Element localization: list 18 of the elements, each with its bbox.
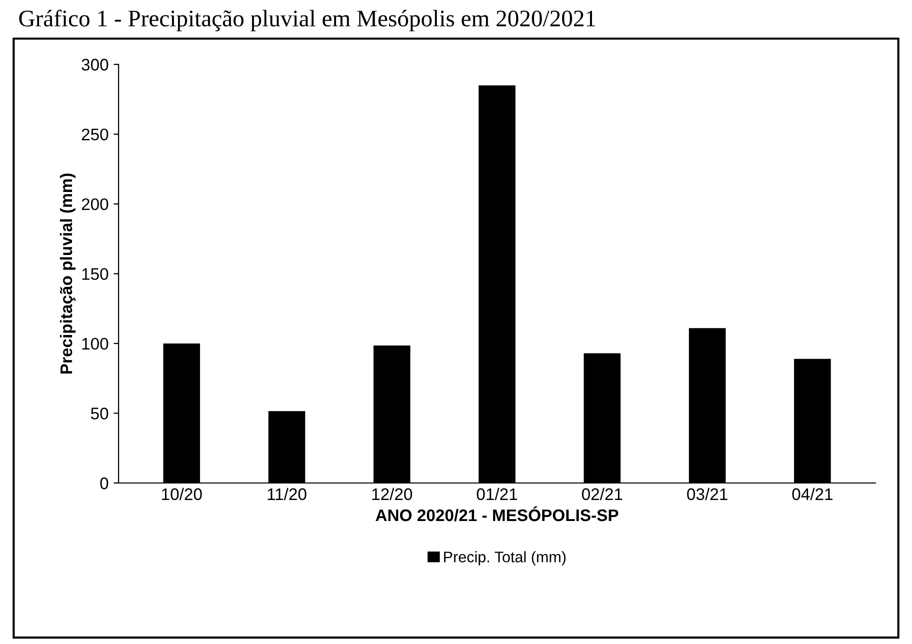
y-tick-label: 50: [90, 408, 108, 420]
chart-title: Gráfico 1 - Precipitação pluvial em Mesópolis em 2020/2021: [19, 10, 596, 32]
legend-label: Precip. Total (mm): [444, 551, 566, 566]
x-tick-label: 01/21: [476, 488, 518, 500]
y-tick-label: 0: [100, 477, 108, 490]
x-tick-label: 03/21: [687, 488, 728, 500]
x-tick-label: 10/20: [162, 488, 202, 500]
x-tick-label: 02/21: [582, 488, 622, 500]
y-tick-label: 150: [82, 268, 108, 280]
y-tick-label: 200: [82, 198, 108, 210]
x-tick-label: 12/20: [372, 488, 412, 500]
y-axis-title: Precipitação pluvial (mm): [60, 174, 76, 374]
y-tick-label: 250: [82, 128, 108, 140]
y-tick-label: 300: [82, 58, 108, 71]
x-tick-label: 11/20: [268, 488, 306, 500]
y-tick-label: 100: [82, 338, 108, 350]
x-axis-title: ANO 2020/21 - MESÓPOLIS-SP: [376, 506, 618, 522]
x-tick-label: 04/21: [792, 488, 832, 500]
